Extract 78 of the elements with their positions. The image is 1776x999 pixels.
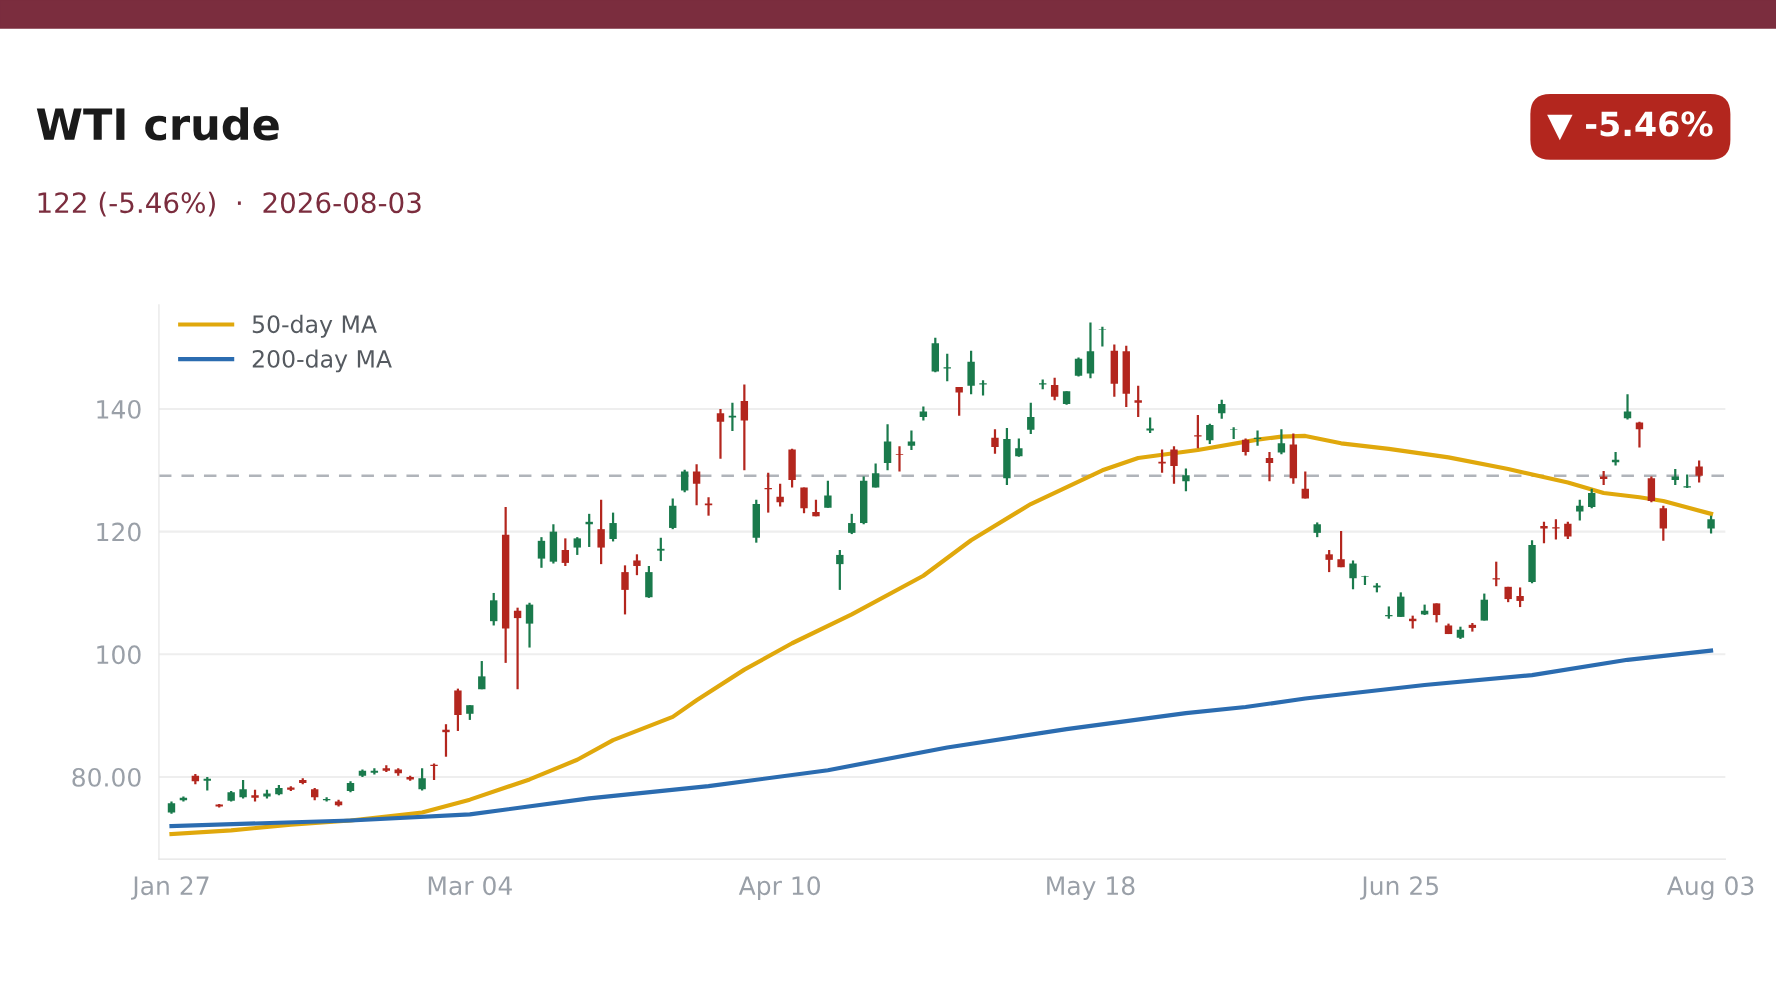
candlestick [490,591,498,627]
candlestick [1659,504,1668,542]
candlestick [1540,520,1548,545]
candlestick [1218,398,1226,420]
y-tick-label: 100 [97,645,141,665]
candlestick [597,498,605,566]
candlestick [657,536,665,563]
candlestick [1588,487,1596,510]
candlestick [239,778,247,800]
candlestick [1301,470,1309,500]
legend-label: 50-day MA [252,314,377,338]
candlestick [1635,420,1644,449]
candlestick [669,497,677,531]
candlestick [1277,428,1286,456]
legend-label: 200-day MA [252,349,392,373]
candlestick [800,486,808,515]
candlestick [1432,602,1441,624]
candlestick [1134,384,1142,419]
candlestick [1027,401,1035,436]
candlestick [1098,325,1107,348]
candlestick [1552,518,1560,541]
candlestick [704,496,713,517]
candlestick [824,479,832,509]
candlestick [1170,445,1178,485]
y-tick-label: 80.00 [72,767,141,787]
candlestick [513,606,522,691]
candlestick [776,482,784,508]
candlestick [1206,422,1214,446]
candlestick [895,445,904,473]
candlestick [621,564,629,616]
candlestick [1086,321,1095,380]
x-tick-label: Jun 25 [1360,876,1438,900]
candlestick [1182,467,1190,493]
candlestick [680,468,689,494]
candlestick [1695,459,1703,484]
candlestick [1480,592,1488,622]
candlestick [1050,376,1059,402]
candlestick [883,423,892,472]
candlestick [537,536,546,569]
candlestick [692,463,701,507]
candlestick [836,548,844,591]
candlestick [1015,437,1023,458]
candlestick [1349,559,1357,591]
candlestick [525,601,534,649]
x-tick-label: Apr 10 [738,876,820,900]
candlestick [561,537,570,568]
text: ▼ -5.46% [1547,111,1713,141]
x-tick-label: Jan 27 [131,876,209,900]
candlestick [1647,475,1656,504]
candlestick [967,349,975,396]
candlestick [716,407,725,460]
candlestick [1158,448,1166,474]
chart-title: WTI crude [36,107,279,141]
candlestick [991,428,999,455]
candlestick [848,512,856,536]
y-tick-label: 140 [97,399,141,419]
candlestick [609,511,617,543]
candlestick [728,401,737,433]
line-series [169,433,1714,837]
y-tick-label: 120 [97,522,141,542]
line-series [169,648,1714,829]
candlestick [418,767,426,792]
candlestick [1194,413,1202,450]
x-tick-label: May 18 [1047,876,1135,900]
x-tick-label: Aug 03 [1666,876,1754,900]
candlestick [478,659,486,691]
candlestick [740,383,749,472]
candlestick [633,553,641,577]
candlestick [955,385,963,417]
candlestick [1397,591,1405,618]
candlestick [1325,548,1333,574]
chart-subtitle: 122 (-5.46%) · 2026-08-03 [38,191,421,217]
candlestick [1516,586,1524,609]
x-tick-label: Mar 04 [428,876,512,896]
candlestick [1623,393,1632,421]
candlestick [1337,529,1345,569]
candlestick [1265,450,1274,483]
candlestick [907,429,916,452]
